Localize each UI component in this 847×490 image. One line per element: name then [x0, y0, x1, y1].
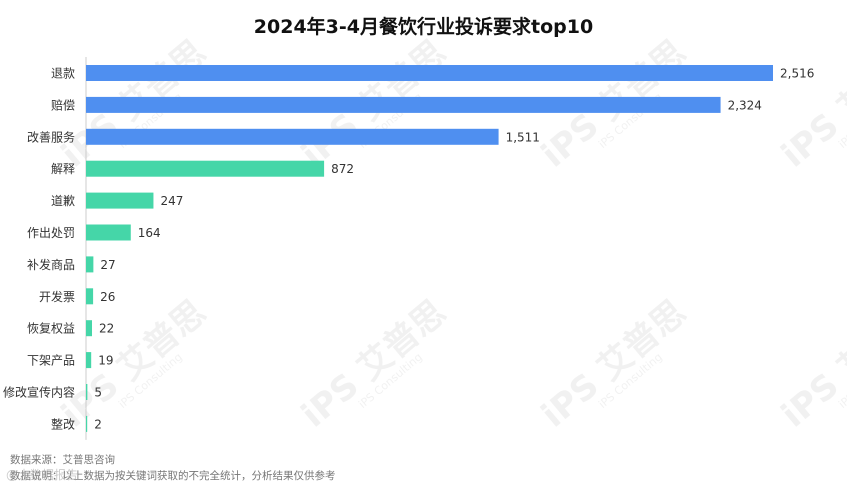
watermark-brand: iPS 艾普思	[774, 292, 847, 435]
category-label-7: 开发票	[39, 289, 75, 304]
value-label-1: 2,324	[728, 98, 762, 112]
category-label-11: 整改	[51, 416, 75, 431]
bar-3	[86, 160, 325, 177]
category-label-10: 修改宣传内容	[3, 385, 75, 400]
value-label-8: 22	[99, 322, 114, 336]
watermark-brand: iPS 艾普思	[774, 32, 847, 175]
category-label-1: 赔偿	[51, 97, 75, 112]
category-label-3: 解释	[51, 162, 75, 176]
bar-7	[86, 288, 94, 305]
value-label-7: 26	[100, 290, 115, 304]
bars-layer	[86, 65, 773, 432]
category-label-9: 下架产品	[27, 354, 75, 368]
category-label-4: 道歉	[51, 194, 75, 208]
category-label-6: 补发商品	[27, 257, 75, 272]
bar-2	[86, 128, 499, 145]
data-source: 数据来源：艾普思咨询	[10, 454, 115, 466]
value-label-5: 164	[138, 226, 161, 240]
value-label-2: 1,511	[506, 130, 540, 144]
value-label-0: 2,516	[780, 67, 814, 81]
category-label-8: 恢复权益	[27, 322, 75, 336]
bar-5	[86, 224, 131, 241]
value-labels: 2,516 2,324 1,511 872 247 164 27 26 22 19 5 2	[94, 67, 814, 432]
watermark-brand: iPS 艾普思	[534, 292, 694, 435]
bar-1	[86, 96, 721, 113]
chart-title: 2024年3-4月餐饮行业投诉要求top10	[253, 16, 594, 38]
bar-8	[86, 320, 93, 337]
value-label-9: 19	[98, 354, 113, 368]
watermark-brand: iPS 艾普思	[294, 292, 454, 435]
data-note: 数据说明：以上数据为按关键词获取的不完全统计，分析结果仅供参考	[10, 470, 336, 482]
value-label-10: 5	[94, 386, 102, 400]
bar-9	[86, 352, 92, 369]
value-label-6: 27	[100, 258, 115, 272]
category-label-0: 退款	[51, 67, 75, 81]
watermark-brand: iPS 艾普思	[54, 292, 214, 435]
category-label-5: 作出处罚	[27, 226, 75, 240]
bar-6	[86, 256, 94, 273]
bar-0	[86, 65, 773, 81]
value-label-3: 872	[331, 162, 354, 176]
bar-4	[86, 192, 154, 209]
bar-10	[86, 384, 88, 400]
bar-11	[86, 415, 88, 432]
category-label-2: 改善服务	[27, 129, 75, 144]
value-label-11: 2	[94, 417, 102, 431]
corner-watermark: @大数据报告	[6, 468, 79, 482]
value-label-4: 247	[160, 194, 183, 208]
